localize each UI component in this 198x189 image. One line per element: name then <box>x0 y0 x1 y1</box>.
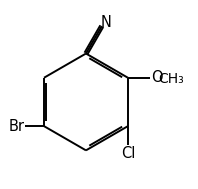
Text: CH₃: CH₃ <box>159 72 184 86</box>
Text: N: N <box>101 15 112 30</box>
Text: O: O <box>151 70 163 85</box>
Text: Br: Br <box>9 119 25 134</box>
Text: Cl: Cl <box>121 146 135 161</box>
